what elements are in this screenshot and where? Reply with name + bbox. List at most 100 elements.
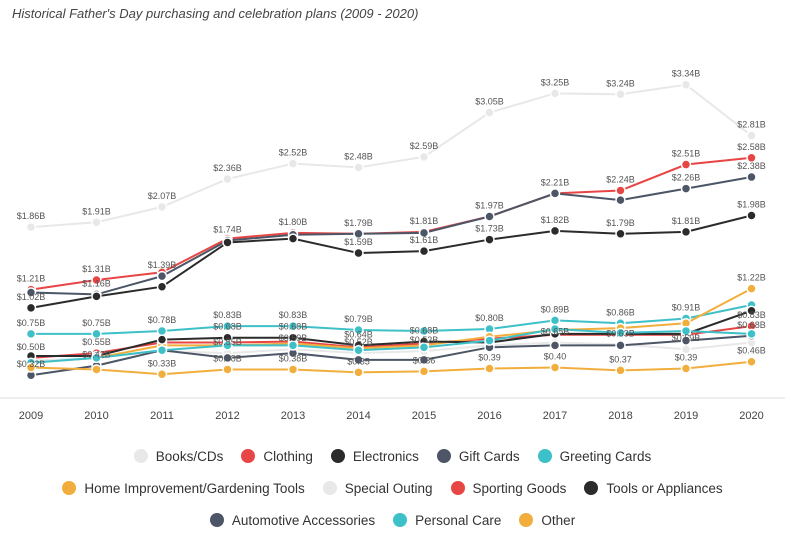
data-label-electronics-2014: $0.64B (344, 329, 373, 339)
data-point-clothing-2019[interactable] (680, 159, 692, 170)
legend-marker-icon (330, 449, 345, 463)
data-point-gift-cards-2020[interactable] (746, 171, 757, 183)
data-point-automotive-accessories-2018[interactable] (615, 340, 626, 351)
data-point-greeting-cards-2013[interactable] (287, 320, 299, 332)
data-point-other-2016[interactable] (484, 363, 495, 374)
legend-item-tools-or-appliances[interactable]: Tools or Appliances (584, 481, 723, 496)
data-point-clothing-2010[interactable] (91, 274, 102, 286)
legend-item-other[interactable]: Other (519, 513, 575, 528)
data-point-greeting-cards-2012[interactable] (222, 320, 233, 332)
data-point-special-outing-2013[interactable] (287, 158, 299, 169)
data-point-other-2019[interactable] (680, 363, 692, 374)
data-point-other-2012[interactable] (222, 364, 233, 375)
data-point-personal-care-2011[interactable] (156, 344, 168, 356)
data-point-personal-care-2018[interactable] (615, 327, 626, 339)
data-point-greeting-cards-2014[interactable] (353, 324, 364, 336)
legend-marker-icon (322, 481, 337, 495)
data-point-special-outing-2009[interactable] (25, 221, 37, 233)
data-label-other-2020: $0.46B (737, 346, 766, 356)
data-point-home-improvement-gardening-tools-2020[interactable] (746, 283, 757, 294)
data-point-clothing-2018[interactable] (615, 185, 626, 196)
data-point-personal-care-2012[interactable] (222, 340, 233, 351)
data-label-electronics-2012: $0.68B (213, 322, 242, 332)
data-point-special-outing-2019[interactable] (680, 79, 692, 90)
data-point-special-outing-2017[interactable] (549, 88, 561, 99)
data-point-special-outing-2015[interactable] (418, 151, 430, 163)
legend-item-sporting-goods[interactable]: Sporting Goods (450, 481, 566, 496)
data-point-special-outing-2012[interactable] (222, 173, 233, 185)
data-point-personal-care-2020[interactable] (746, 328, 757, 340)
data-point-other-2010[interactable] (91, 364, 102, 375)
data-point-gift-cards-2019[interactable] (680, 183, 692, 194)
data-point-electronics-2020[interactable] (746, 305, 757, 317)
data-point-personal-care-2010[interactable] (91, 352, 102, 364)
legend-label: Other (541, 512, 576, 528)
data-point-special-outing-2011[interactable] (156, 201, 168, 213)
data-point-greeting-cards-2010[interactable] (91, 328, 102, 340)
data-label-greeting-cards-2012: $0.83B (213, 310, 242, 320)
data-point-gift-cards-2009[interactable] (25, 287, 37, 298)
data-point-other-2014[interactable] (353, 367, 364, 378)
data-point-other-2018[interactable] (615, 365, 626, 376)
data-point-gift-cards-2015[interactable] (418, 227, 430, 239)
data-point-personal-care-2014[interactable] (353, 344, 364, 356)
data-point-automotive-accessories-2017[interactable] (549, 340, 561, 351)
data-point-greeting-cards-2017[interactable] (549, 315, 561, 326)
data-point-other-2011[interactable] (156, 369, 168, 380)
data-point-tools-or-appliances-2009[interactable] (25, 302, 37, 314)
data-point-tools-or-appliances-2013[interactable] (287, 233, 299, 244)
data-point-special-outing-2020[interactable] (746, 130, 757, 141)
data-point-gift-cards-2011[interactable] (156, 270, 168, 282)
data-point-other-2013[interactable] (287, 364, 299, 375)
data-point-gift-cards-2018[interactable] (615, 194, 626, 206)
data-point-tools-or-appliances-2014[interactable] (353, 247, 364, 259)
legend-item-automotive-accessories[interactable]: Automotive Accessories (209, 512, 376, 528)
data-point-special-outing-2016[interactable] (484, 107, 495, 118)
data-point-tools-or-appliances-2019[interactable] (680, 226, 692, 238)
data-point-tools-or-appliances-2012[interactable] (222, 237, 233, 248)
data-point-personal-care-2016[interactable] (484, 335, 495, 346)
legend-item-electronics[interactable]: Electronics (330, 449, 419, 464)
legend-item-books-cds[interactable]: Books/CDs (133, 449, 223, 464)
legend-label: Automotive Accessories (231, 512, 376, 528)
legend-row: Books/CDs Clothing Electronics Gift Cards Gr… (0, 440, 785, 472)
data-point-special-outing-2014[interactable] (353, 162, 364, 173)
legend-item-personal-care[interactable]: Personal Care (393, 513, 501, 528)
data-label-books-cds-2018: $0.63B (606, 328, 635, 338)
data-point-electronics-2011[interactable] (156, 334, 168, 345)
data-point-other-2020[interactable] (746, 356, 757, 367)
data-point-tools-or-appliances-2018[interactable] (615, 228, 626, 240)
data-point-gift-cards-2017[interactable] (549, 188, 561, 199)
data-point-tools-or-appliances-2010[interactable] (91, 291, 102, 302)
data-point-clothing-2020[interactable] (746, 152, 757, 164)
legend-item-special-outing[interactable]: Special Outing (322, 481, 433, 496)
data-label-tools-or-appliances-2019: $1.81B (672, 216, 701, 226)
data-point-automotive-accessories-2015[interactable] (418, 354, 430, 366)
legend-item-clothing[interactable]: Clothing (241, 449, 313, 464)
data-point-personal-care-2017[interactable] (549, 323, 561, 335)
legend-item-gift-cards[interactable]: Gift Cards (436, 449, 520, 464)
data-point-other-2017[interactable] (549, 362, 561, 373)
data-point-tools-or-appliances-2020[interactable] (746, 210, 757, 221)
data-point-personal-care-2013[interactable] (287, 340, 299, 351)
data-label-special-outing-2009: $1.86B (17, 211, 46, 221)
legend-item-greeting-cards[interactable]: Greeting Cards (537, 449, 651, 464)
data-point-tools-or-appliances-2016[interactable] (484, 234, 495, 245)
series-line-home-improvement-gardening-tools (30, 287, 752, 364)
data-point-greeting-cards-2009[interactable] (25, 328, 37, 340)
data-point-tools-or-appliances-2011[interactable] (156, 281, 168, 292)
data-point-personal-care-2015[interactable] (418, 342, 430, 353)
data-point-special-outing-2010[interactable] (91, 217, 102, 228)
data-point-tools-or-appliances-2015[interactable] (418, 245, 430, 257)
data-point-personal-care-2019[interactable] (680, 325, 692, 337)
data-point-gift-cards-2016[interactable] (484, 211, 495, 222)
data-point-gift-cards-2014[interactable] (353, 228, 364, 240)
data-point-greeting-cards-2015[interactable] (418, 325, 430, 337)
data-point-automotive-accessories-2012[interactable] (222, 352, 233, 364)
data-point-greeting-cards-2011[interactable] (156, 325, 168, 337)
data-point-other-2009[interactable] (25, 362, 37, 373)
data-point-tools-or-appliances-2017[interactable] (549, 225, 561, 237)
data-point-other-2015[interactable] (418, 366, 430, 377)
data-point-special-outing-2018[interactable] (615, 89, 626, 100)
legend-item-home-improvement-gardening-tools[interactable]: Home Improvement/Gardening Tools (62, 481, 305, 496)
